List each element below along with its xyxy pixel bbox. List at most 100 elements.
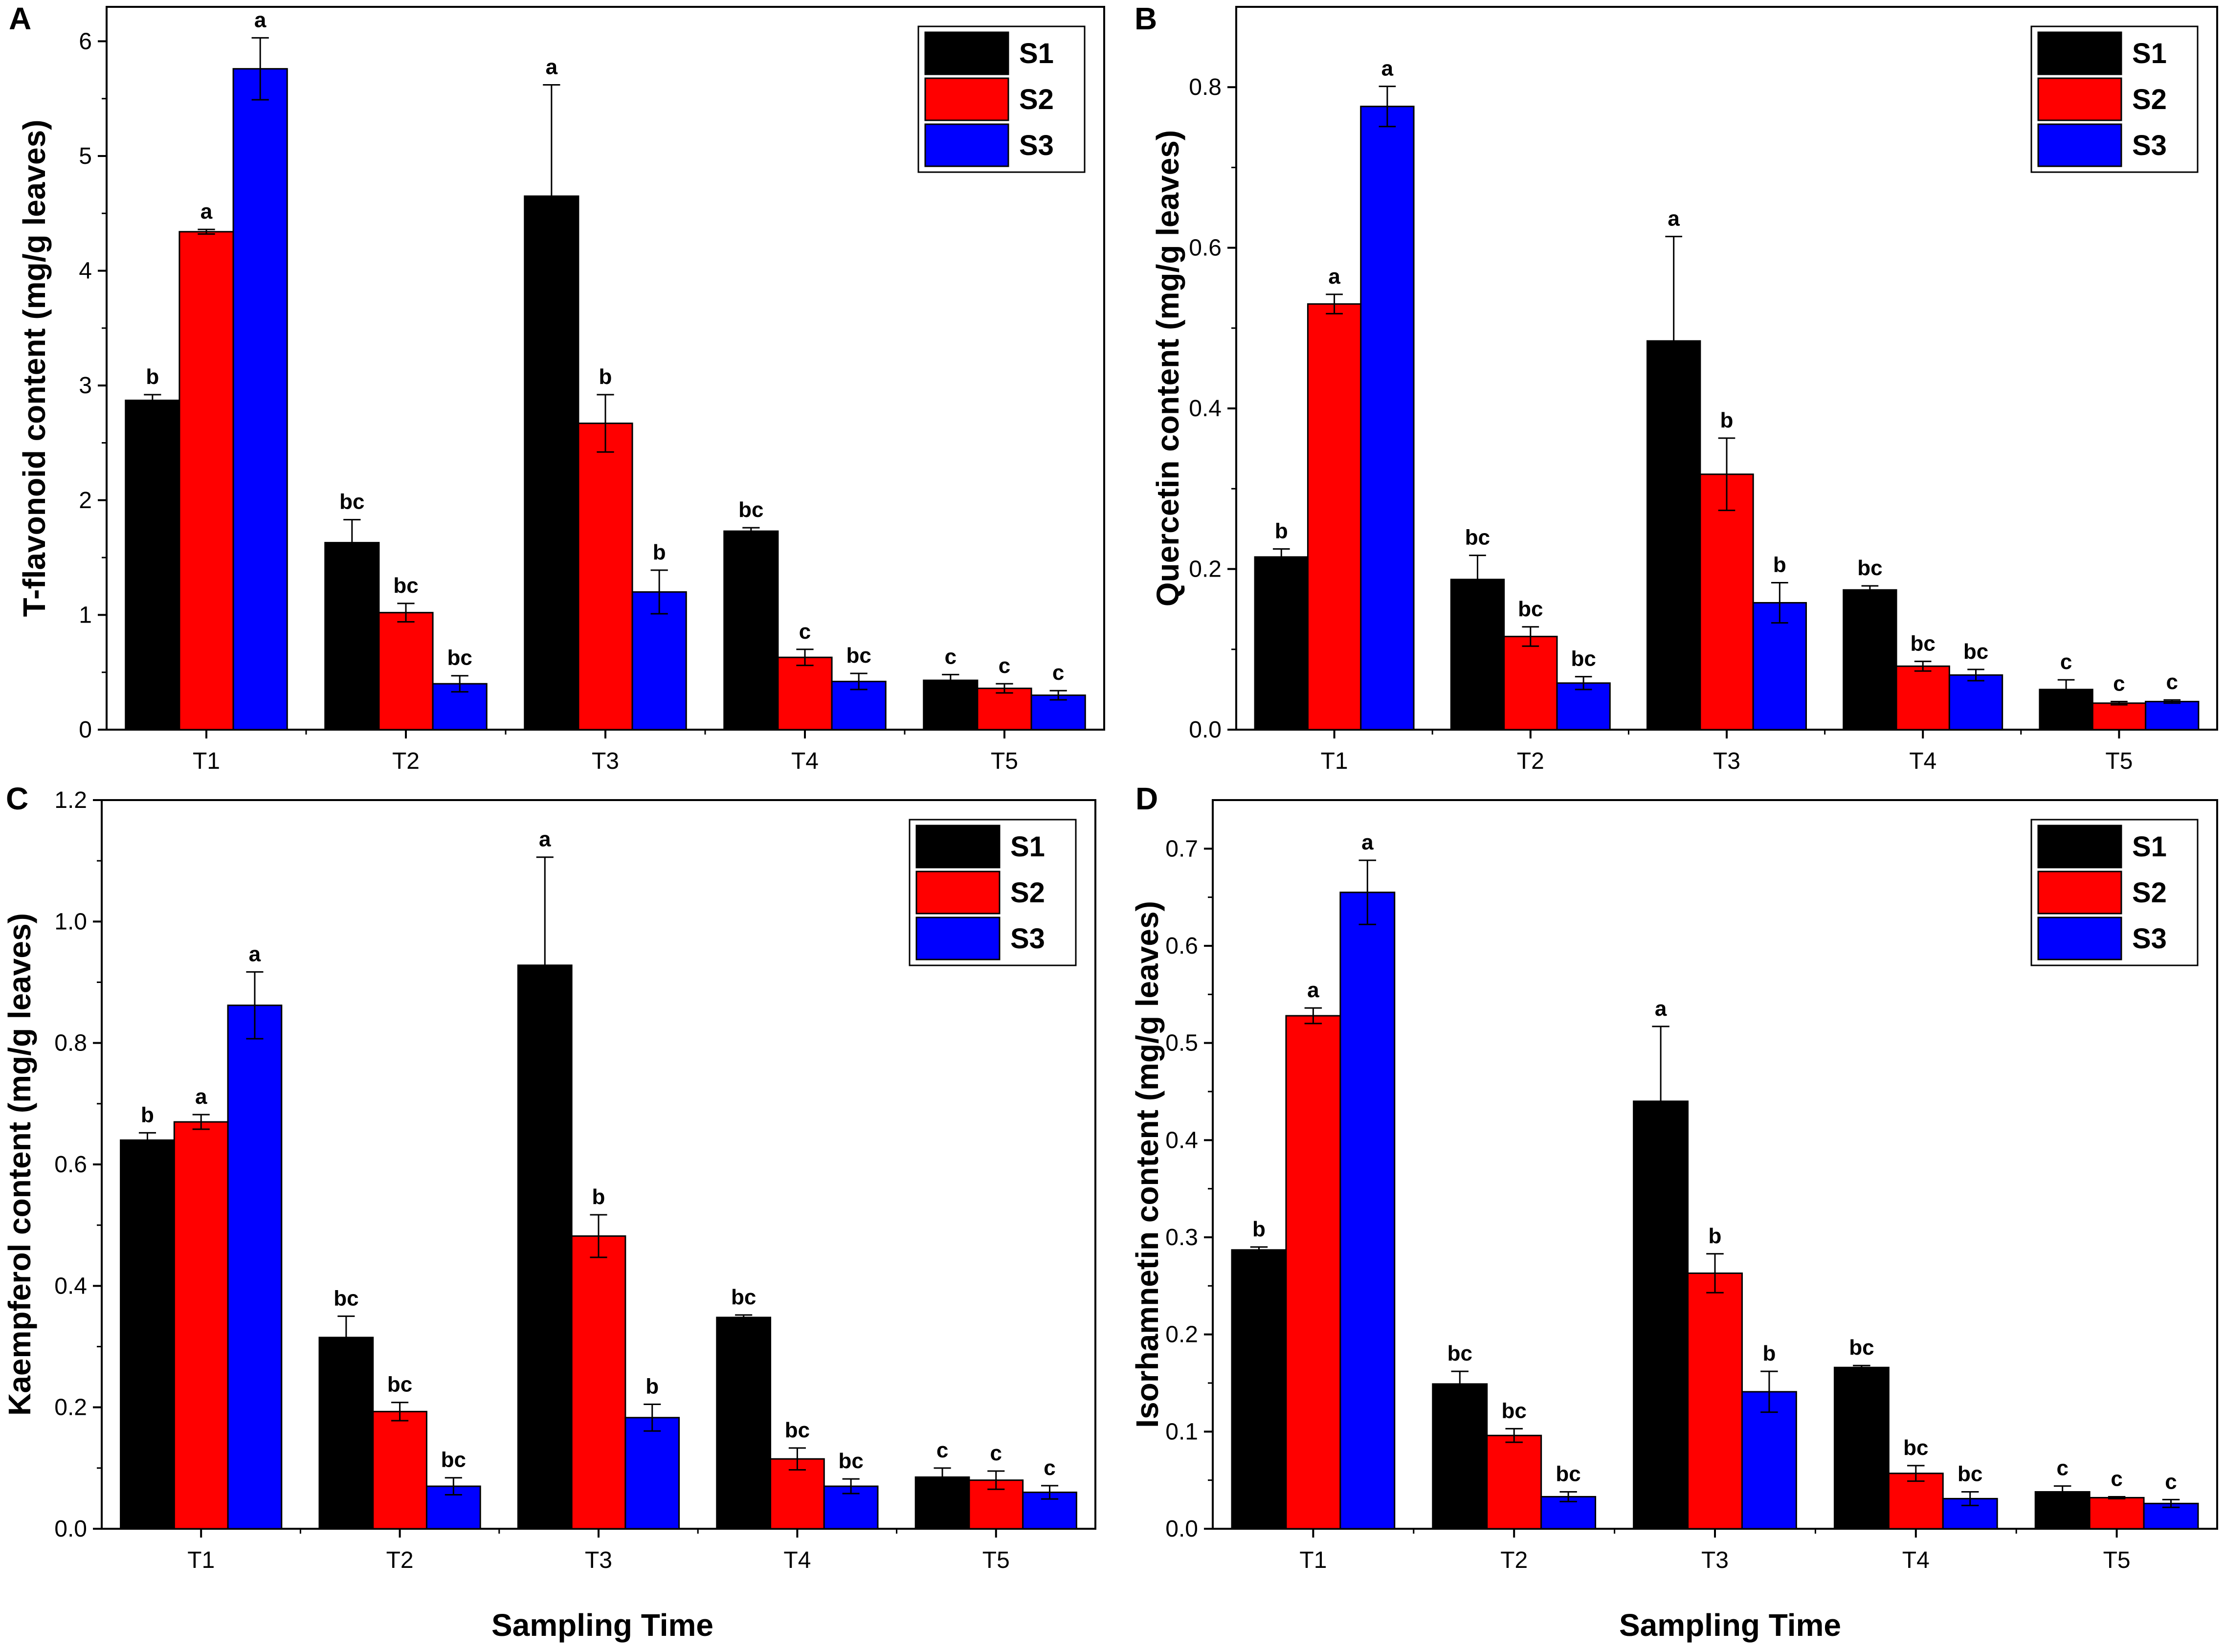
- y-tick-label: 0.0: [54, 1516, 87, 1542]
- legend-label-s1: S1: [1019, 38, 1054, 69]
- y-tick-label: 0.4: [54, 1273, 87, 1299]
- y-tick-label: 0.2: [54, 1395, 87, 1421]
- y-tick-label: 0.4: [1165, 1127, 1198, 1153]
- bar-s2-t3: [571, 1235, 626, 1530]
- x-tick-label: T2: [1517, 748, 1544, 774]
- bar-s2-t3: [1687, 1272, 1743, 1530]
- y-tick-label: 0.2: [1165, 1322, 1198, 1348]
- legend-label-s1: S1: [1010, 831, 1045, 863]
- significance-label: a: [1655, 997, 1667, 1021]
- x-tick-label: T2: [386, 1547, 414, 1573]
- y-tick-label: 4: [79, 258, 92, 284]
- significance-label: c: [945, 645, 957, 669]
- bar-s2-t3: [578, 423, 633, 731]
- bar-s1-t4: [1843, 589, 1897, 731]
- legend-label-s2: S2: [1010, 877, 1045, 909]
- x-tick-label: T5: [2105, 748, 2133, 774]
- bar-s2-t5: [977, 688, 1032, 731]
- bar-s3-t3: [624, 1417, 680, 1530]
- legend-swatch-s3: [915, 916, 1001, 960]
- y-tick-label: 1.2: [54, 787, 87, 813]
- significance-label: c: [999, 654, 1010, 678]
- significance-label: a: [1361, 830, 1374, 854]
- bar-s3-t5: [1030, 694, 1086, 731]
- significance-label: bc: [1556, 1462, 1580, 1486]
- significance-label: bc: [1571, 647, 1596, 671]
- significance-label: a: [1307, 978, 1319, 1002]
- y-tick-label: 0.6: [1165, 933, 1198, 959]
- significance-label: bc: [339, 490, 364, 514]
- legend-label-s1: S1: [2132, 38, 2167, 69]
- y-tick-label: 5: [79, 143, 92, 169]
- bar-s1-t2: [324, 542, 380, 731]
- significance-label: bc: [1502, 1399, 1527, 1423]
- significance-label: a: [200, 200, 213, 223]
- legend-label-s2: S2: [1019, 84, 1054, 115]
- x-tick-label: T3: [592, 748, 619, 774]
- x-tick-label: T4: [1909, 748, 1936, 774]
- legend-swatch-s1: [2037, 31, 2122, 75]
- legend-swatch-s3: [2037, 916, 2122, 960]
- significance-label: bc: [738, 498, 763, 522]
- y-tick-label: 0.8: [54, 1030, 87, 1056]
- y-tick-label: 3: [79, 373, 92, 399]
- significance-label: bc: [1465, 526, 1490, 550]
- y-tick-label: 1.0: [54, 909, 87, 935]
- y-tick-label: 0.8: [1189, 74, 1222, 100]
- bar-s2-t2: [372, 1410, 427, 1530]
- bar-s3-t4: [1948, 674, 2003, 731]
- panel-letter: D: [1135, 781, 1158, 816]
- x-tick-label: T1: [1321, 748, 1348, 774]
- significance-label: b: [653, 540, 666, 564]
- legend-swatch-s1: [915, 825, 1001, 869]
- legend-label-s3: S3: [2132, 130, 2167, 161]
- x-tick-label: T4: [791, 748, 819, 774]
- y-axis-title: Quercetin content (mg/g leaves): [1150, 130, 1185, 606]
- significance-label: bc: [334, 1286, 358, 1310]
- significance-label: b: [592, 1185, 605, 1209]
- y-tick-label: 0.4: [1189, 396, 1222, 422]
- legend-swatch-s1: [2037, 825, 2122, 869]
- y-tick-label: 6: [79, 28, 92, 54]
- y-tick-label: 0.0: [1165, 1516, 1198, 1542]
- bar-s2-t3: [1699, 473, 1754, 731]
- significance-label: c: [2165, 1470, 2177, 1494]
- significance-label: bc: [846, 644, 871, 668]
- significance-label: c: [2166, 670, 2178, 694]
- y-tick-label: 0.7: [1165, 836, 1198, 862]
- legend-label-s3: S3: [1019, 130, 1054, 161]
- significance-label: c: [799, 620, 811, 644]
- significance-label: c: [2113, 672, 2125, 696]
- x-tick-label: T4: [783, 1547, 811, 1573]
- significance-label: a: [546, 55, 558, 79]
- significance-label: bc: [393, 574, 418, 598]
- bar-s1-t2: [1432, 1383, 1488, 1530]
- x-axis-title-right: Sampling Time: [1619, 1607, 1841, 1643]
- bar-s2-t5: [2092, 702, 2147, 731]
- x-tick-label: T1: [193, 748, 220, 774]
- significance-label: b: [599, 365, 612, 389]
- bar-s2-t4: [1895, 665, 1950, 731]
- significance-label: b: [645, 1374, 659, 1398]
- legend-label-s3: S3: [1010, 923, 1045, 955]
- significance-label: c: [2111, 1467, 2122, 1491]
- y-axis-title: Isorhamnetin content (mg/g leaves): [1130, 901, 1165, 1428]
- y-tick-label: 0.6: [54, 1152, 87, 1178]
- y-tick-label: 2: [79, 488, 92, 513]
- significance-label: a: [1328, 265, 1340, 289]
- legend-label-s2: S2: [2132, 877, 2167, 909]
- significance-label: b: [1762, 1341, 1776, 1365]
- bar-s3-t3: [631, 591, 687, 731]
- bar-s1-t1: [1231, 1249, 1287, 1530]
- bar-s2-t2: [378, 612, 434, 731]
- x-tick-label: T3: [1701, 1547, 1729, 1573]
- panel-letter: B: [1135, 1, 1157, 36]
- y-tick-label: 0.2: [1189, 557, 1222, 582]
- significance-label: b: [1720, 408, 1734, 432]
- significance-label: bc: [1958, 1462, 1982, 1486]
- significance-label: bc: [1911, 631, 1936, 655]
- significance-label: a: [254, 8, 267, 32]
- bar-s2-t1: [173, 1121, 229, 1530]
- x-tick-label: T4: [1902, 1547, 1930, 1573]
